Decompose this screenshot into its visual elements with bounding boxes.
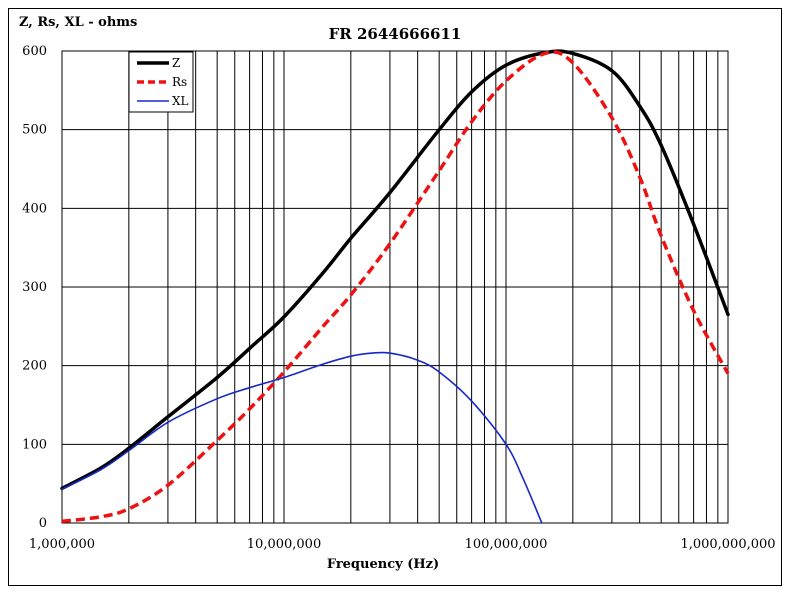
y-tick-label: 600	[22, 44, 47, 59]
y-tick-label: 200	[22, 359, 47, 374]
x-tick-label: 1,000,000	[29, 537, 95, 552]
y-tick-label: 400	[22, 201, 47, 216]
series-line-rs	[61, 50, 730, 524]
y-tick-label: 100	[22, 437, 47, 452]
x-tick-label: 1,000,000,000	[680, 537, 775, 552]
chart-title: FR 2644666611	[329, 25, 462, 43]
series-lines	[60, 49, 730, 524]
x-tick-label: 10,000,000	[247, 537, 321, 552]
series-line-xl	[61, 351, 543, 524]
x-tick-label: 100,000,000	[465, 537, 548, 552]
y-tick-label: 300	[22, 280, 47, 295]
legend-label-z: Z	[172, 56, 180, 70]
grid-lines	[61, 50, 728, 524]
series-line-z	[60, 49, 730, 491]
y-tick-label: 0	[39, 516, 47, 531]
chart-frame	[8, 8, 782, 586]
x-axis-label: Frequency (Hz)	[327, 557, 439, 572]
legend-label-rs: Rs	[172, 75, 187, 89]
x-tick-labels: 1,000,000 10,000,000 100,000,000 1,000,000,…	[29, 537, 776, 552]
y-axis-label: Z, Rs, XL - ohms	[19, 15, 137, 30]
legend: Z Rs XL	[128, 51, 194, 113]
legend-label-xl: XL	[172, 94, 189, 108]
plot-area	[61, 50, 729, 524]
y-tick-label: 500	[22, 123, 47, 138]
y-tick-labels: 0 100 200 300 400 500 600	[22, 44, 47, 531]
